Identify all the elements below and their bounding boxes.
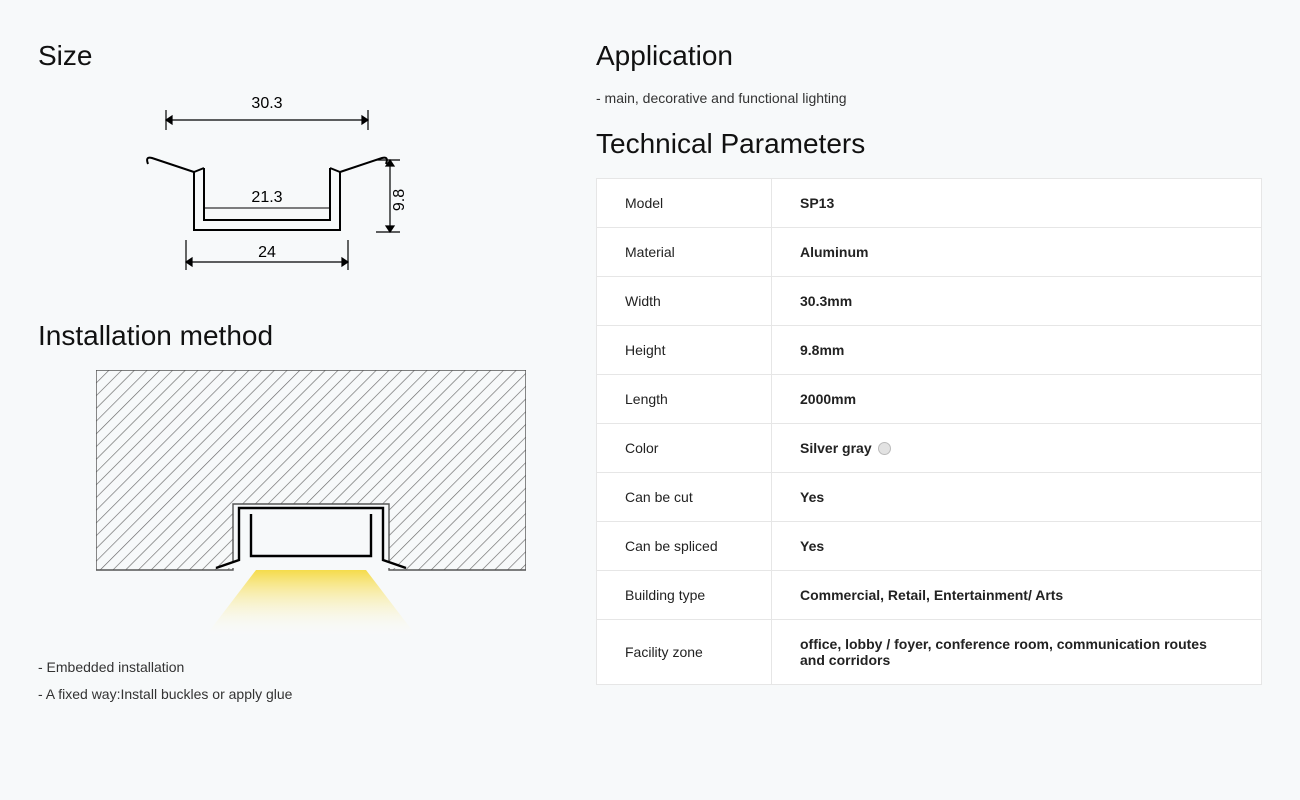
param-label: Facility zone — [597, 620, 772, 685]
dim-bottom: 24 — [258, 244, 276, 261]
embedded-profile — [216, 508, 406, 568]
param-label: Material — [597, 228, 772, 277]
color-swatch — [878, 442, 891, 455]
param-label: Building type — [597, 571, 772, 620]
dim-top: 30.3 — [251, 95, 282, 112]
param-label: Can be spliced — [597, 522, 772, 571]
param-value: Silver gray — [772, 424, 1262, 473]
light-beam — [204, 570, 418, 638]
param-label: Color — [597, 424, 772, 473]
application-line: - main, decorative and functional lighti… — [596, 90, 1262, 106]
param-label: Height — [597, 326, 772, 375]
param-value: Yes — [772, 522, 1262, 571]
table-row: Length2000mm — [597, 375, 1262, 424]
dim-inner: 21.3 — [251, 189, 282, 206]
param-label: Width — [597, 277, 772, 326]
table-row: ColorSilver gray — [597, 424, 1262, 473]
param-value: 9.8mm — [772, 326, 1262, 375]
param-label: Model — [597, 179, 772, 228]
param-value: SP13 — [772, 179, 1262, 228]
dim-height: 9.8 — [391, 189, 408, 211]
param-value: office, lobby / foyer, conference room, … — [772, 620, 1262, 685]
install-note-2: - A fixed way:Install buckles or apply g… — [38, 681, 548, 708]
param-value: Yes — [772, 473, 1262, 522]
param-value: 2000mm — [772, 375, 1262, 424]
size-heading: Size — [38, 40, 548, 72]
table-row: Building typeCommercial, Retail, Enterta… — [597, 571, 1262, 620]
tech-params-heading: Technical Parameters — [596, 128, 1262, 160]
param-label: Can be cut — [597, 473, 772, 522]
install-notes: - Embedded installation - A fixed way:In… — [38, 654, 548, 707]
table-row: Can be cutYes — [597, 473, 1262, 522]
size-technical-drawing: 30.3 21.3 24 — [138, 90, 418, 290]
param-value: 30.3mm — [772, 277, 1262, 326]
application-heading: Application — [596, 40, 1262, 72]
table-row: ModelSP13 — [597, 179, 1262, 228]
install-heading: Installation method — [38, 320, 548, 352]
table-row: Width30.3mm — [597, 277, 1262, 326]
install-note-1: - Embedded installation — [38, 654, 548, 681]
param-label: Length — [597, 375, 772, 424]
table-row: Facility zoneoffice, lobby / foyer, conf… — [597, 620, 1262, 685]
table-row: MaterialAluminum — [597, 228, 1262, 277]
param-value: Commercial, Retail, Entertainment/ Arts — [772, 571, 1262, 620]
install-diagram — [96, 370, 526, 640]
table-row: Height9.8mm — [597, 326, 1262, 375]
tech-params-table: ModelSP13MaterialAluminumWidth30.3mmHeig… — [596, 178, 1262, 685]
table-row: Can be splicedYes — [597, 522, 1262, 571]
param-value: Aluminum — [772, 228, 1262, 277]
